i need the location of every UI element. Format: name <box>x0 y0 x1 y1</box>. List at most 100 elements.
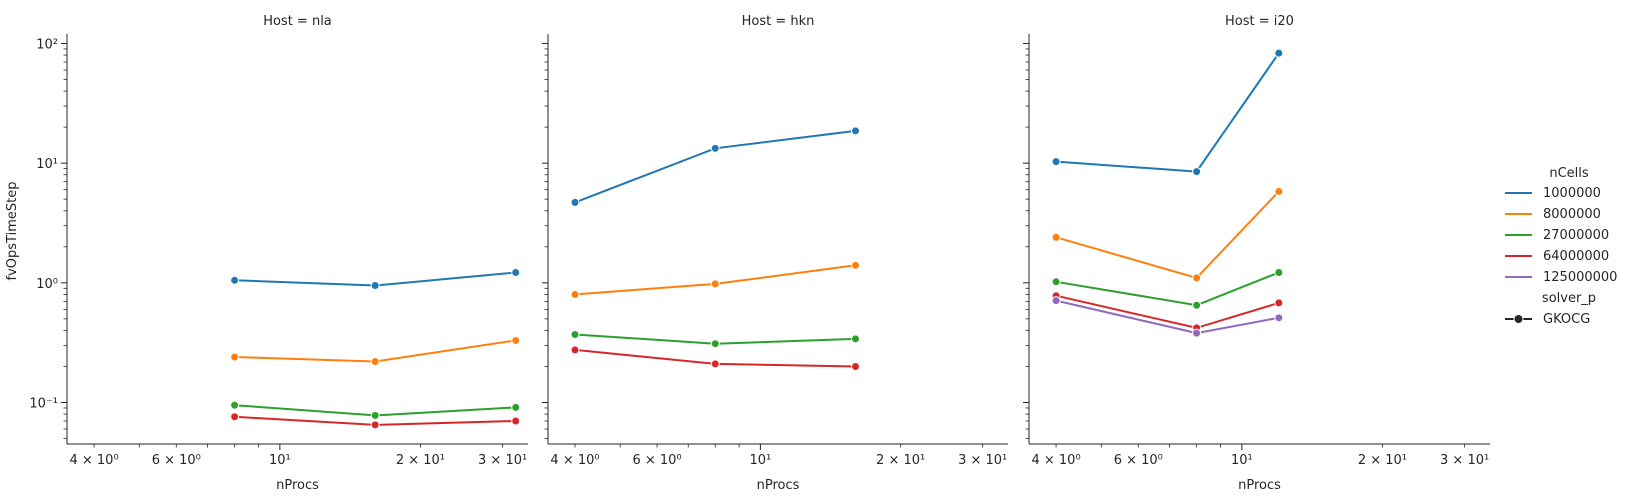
data-point <box>1274 313 1284 323</box>
series-27000000 <box>570 329 860 349</box>
data-point <box>1274 48 1284 58</box>
x-axis-label: nProcs <box>757 478 800 493</box>
data-point <box>570 345 580 355</box>
legend-label: 125000000 <box>1543 270 1617 285</box>
data-point <box>1051 232 1061 242</box>
data-point <box>1192 167 1202 177</box>
legend-item-125000000: 125000000 <box>1505 270 1617 285</box>
series-line <box>1055 190 1280 280</box>
x-tick-label: 10¹ <box>750 453 772 468</box>
x-tick-label: 2 × 10¹ <box>396 453 445 468</box>
series-line <box>1055 271 1280 307</box>
x-tick-label: 4 × 10⁰ <box>69 453 118 468</box>
data-point <box>511 416 521 426</box>
panel-title: Host = hkn <box>742 14 815 29</box>
data-point <box>511 402 521 412</box>
data-point <box>850 260 860 270</box>
data-point <box>1051 277 1061 287</box>
y-tick-label: 10⁻¹ <box>29 396 58 411</box>
series-1000000 <box>570 126 860 207</box>
series-line <box>1055 299 1279 335</box>
data-point <box>570 289 580 299</box>
x-tick-label: 6 × 10⁰ <box>152 453 201 468</box>
data-point <box>230 275 240 285</box>
data-point <box>1051 157 1061 167</box>
data-point <box>570 197 580 207</box>
series-8000000 <box>570 260 860 299</box>
series-27000000 <box>1051 267 1284 310</box>
series-1000000 <box>1051 48 1284 177</box>
x-tick-label: 3 × 10¹ <box>958 453 1007 468</box>
legend-label: 64000000 <box>1543 249 1609 264</box>
y-tick-label: 10⁰ <box>36 277 58 292</box>
legend-item-64000000: 64000000 <box>1505 249 1609 264</box>
x-tick-label: 10¹ <box>269 453 291 468</box>
data-point <box>710 143 720 153</box>
x-tick-label: 10¹ <box>1231 453 1253 468</box>
data-point <box>1192 300 1202 310</box>
data-point <box>370 280 380 290</box>
panel-2: Host = hkn 4 × 10⁰ 6 × 10⁰ 10¹ 2 × 10¹ 3 × 10… <box>542 14 1008 493</box>
x-tick-label: 2 × 10¹ <box>876 453 925 468</box>
data-point <box>710 279 720 289</box>
x-tick-label: 6 × 10⁰ <box>632 453 681 468</box>
legend-item-27000000: 27000000 <box>1505 228 1609 243</box>
x-tick-label: 2 × 10¹ <box>1358 453 1407 468</box>
panel-3: Host = i20 4 × 10⁰ 6 × 10⁰ 10¹ 2 × 10¹ 3 × 10… <box>1023 14 1490 493</box>
x-tick-label: 3 × 10¹ <box>478 453 527 468</box>
y-tick-label: 10² <box>36 37 58 52</box>
legend-item-1000000: 1000000 <box>1505 186 1601 201</box>
series-8000000 <box>230 335 521 367</box>
data-point <box>1192 328 1202 338</box>
data-point <box>1274 267 1284 277</box>
x-tick-label: 4 × 10⁰ <box>1031 453 1080 468</box>
data-point <box>850 126 860 136</box>
data-point <box>230 412 240 422</box>
data-point <box>570 329 580 339</box>
data-point <box>710 359 720 369</box>
data-point <box>850 334 860 344</box>
data-point <box>511 335 521 345</box>
series-125000000 <box>1051 296 1284 338</box>
x-tick-label: 6 × 10⁰ <box>1114 453 1163 468</box>
data-point <box>230 352 240 362</box>
legend-label: 1000000 <box>1543 186 1601 201</box>
x-tick-label: 3 × 10¹ <box>1440 453 1489 468</box>
data-point <box>370 410 380 420</box>
legend-label: GKOCG <box>1543 312 1590 327</box>
legend-item-8000000: 8000000 <box>1505 207 1601 222</box>
series-27000000 <box>230 400 521 420</box>
series-64000000 <box>230 412 521 430</box>
legend-label: 8000000 <box>1543 207 1601 222</box>
data-point <box>710 339 720 349</box>
series-1000000 <box>230 267 521 290</box>
data-point <box>1274 186 1284 196</box>
data-point <box>1274 298 1284 308</box>
data-point <box>370 420 380 430</box>
series-8000000 <box>1051 186 1284 283</box>
data-point <box>850 361 860 371</box>
series-line <box>574 129 856 204</box>
series-line <box>1056 52 1280 173</box>
data-point <box>370 357 380 367</box>
data-point <box>1051 296 1061 306</box>
legend-marker <box>1513 314 1524 324</box>
legend-title-ncells: nCells <box>1549 166 1589 181</box>
legend: nCells 1000000 8000000 27000000 64000000 1250… <box>1505 166 1617 327</box>
x-axis-label: nProcs <box>276 478 319 493</box>
panel-title: Host = nla <box>263 14 332 29</box>
data-point <box>230 400 240 410</box>
y-tick-label: 10¹ <box>36 157 58 172</box>
legend-item-style: GKOCG <box>1505 312 1590 327</box>
y-axis-label: fvOpsTimeStep <box>5 182 20 281</box>
series-64000000 <box>570 345 860 371</box>
data-point <box>511 267 521 277</box>
panel-title: Host = i20 <box>1225 14 1294 29</box>
panel-1: Host = nla 10⁻¹ 10⁰ 10¹ 10² 4 × 10⁰ 6 × 10⁰ 10¹… <box>29 14 528 493</box>
data-point <box>1192 273 1202 283</box>
legend-label: 27000000 <box>1543 228 1609 243</box>
x-axis-label: nProcs <box>1238 478 1281 493</box>
x-tick-label: 4 × 10⁰ <box>550 453 599 468</box>
legend-title-solver: solver_p <box>1542 291 1596 306</box>
